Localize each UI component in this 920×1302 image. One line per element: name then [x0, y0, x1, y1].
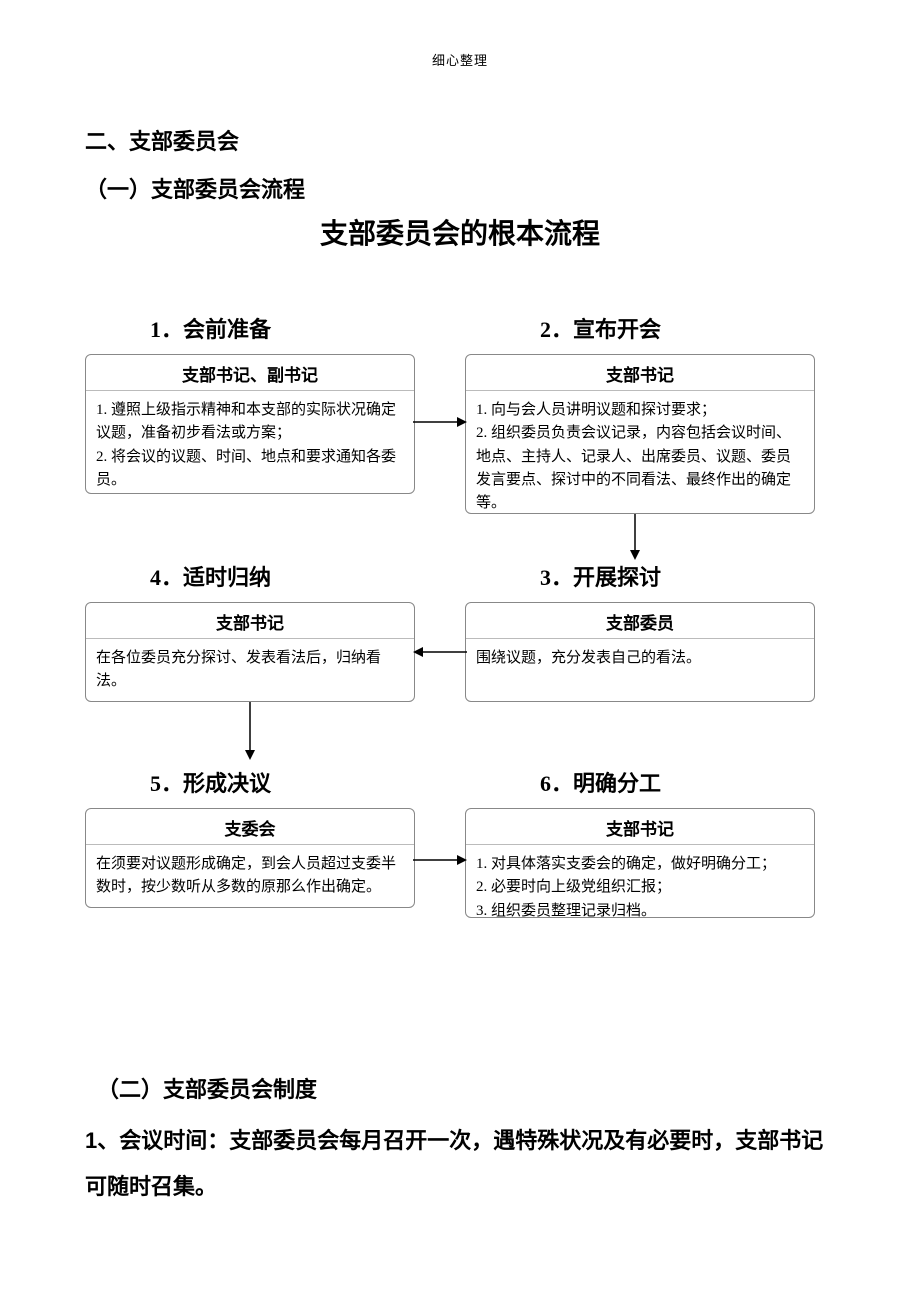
- step-4-box-body: 在各位委员充分探讨、发表看法后，归纳看法。: [86, 639, 414, 706]
- step-6-box-body: 1. 对具体落实支委会的确定，做好明确分工； 2. 必要时向上级党组织汇报； 3…: [466, 845, 814, 935]
- arrow-3-to-4: [413, 642, 467, 662]
- step-2-box-title: 支部书记: [466, 355, 814, 391]
- step-6-title: 6．明确分工: [540, 766, 661, 798]
- step-1-title: 1．会前准备: [150, 312, 271, 344]
- step-5-box-title: 支委会: [86, 809, 414, 845]
- step-6-box-title: 支部书记: [466, 809, 814, 845]
- footer-paragraph: 1、会议时间：支部委员会每月召开一次，遇特殊状况及有必要时，支部书记可随时召集。: [85, 1118, 835, 1210]
- page-header-small: 细心整理: [85, 50, 835, 69]
- arrow-5-to-6: [413, 850, 467, 870]
- step-2-box-body: 1. 向与会人员讲明议题和探讨要求； 2. 组织委员负责会议记录，内容包括会议时…: [466, 391, 814, 527]
- arrow-1-to-2: [413, 412, 467, 432]
- arrow-4-to-5: [240, 702, 260, 760]
- heading-level-2: 二、支部委员会: [85, 124, 835, 156]
- step-2-title: 2．宣布开会: [540, 312, 661, 344]
- heading-level-3a: （一）支部委员会流程: [85, 172, 835, 204]
- step-3-box-body: 围绕议题，充分发表自己的看法。: [466, 639, 814, 682]
- step-4-box: 支部书记 在各位委员充分探讨、发表看法后，归纳看法。: [85, 602, 415, 702]
- step-4-box-title: 支部书记: [86, 603, 414, 639]
- step-4-title: 4．适时归纳: [150, 560, 271, 592]
- step-3-box: 支部委员 围绕议题，充分发表自己的看法。: [465, 602, 815, 702]
- step-3-box-title: 支部委员: [466, 603, 814, 639]
- step-1-box-title: 支部书记、副书记: [86, 355, 414, 391]
- flowchart-area: 1．会前准备 支部书记、副书记 1. 遵照上级指示精神和本支部的实际状况确定议题…: [85, 312, 845, 1052]
- page: 细心整理 二、支部委员会 （一）支部委员会流程 支部委员会的根本流程 1．会前准…: [0, 0, 920, 1250]
- step-2-box: 支部书记 1. 向与会人员讲明议题和探讨要求； 2. 组织委员负责会议记录，内容…: [465, 354, 815, 514]
- step-3-title: 3．开展探讨: [540, 560, 661, 592]
- step-1-box: 支部书记、副书记 1. 遵照上级指示精神和本支部的实际状况确定议题，准备初步看法…: [85, 354, 415, 494]
- step-5-box: 支委会 在须要对议题形成确定，到会人员超过支委半数时，按少数听从多数的原那么作出…: [85, 808, 415, 908]
- step-6-box: 支部书记 1. 对具体落实支委会的确定，做好明确分工； 2. 必要时向上级党组织…: [465, 808, 815, 918]
- flow-main-title: 支部委员会的根本流程: [85, 212, 835, 252]
- step-5-title: 5．形成决议: [150, 766, 271, 798]
- arrow-2-to-3: [625, 514, 645, 560]
- heading-level-3b: （二）支部委员会制度: [85, 1072, 835, 1104]
- step-1-box-body: 1. 遵照上级指示精神和本支部的实际状况确定议题，准备初步看法或方案； 2. 将…: [86, 391, 414, 504]
- step-5-box-body: 在须要对议题形成确定，到会人员超过支委半数时，按少数听从多数的原那么作出确定。: [86, 845, 414, 912]
